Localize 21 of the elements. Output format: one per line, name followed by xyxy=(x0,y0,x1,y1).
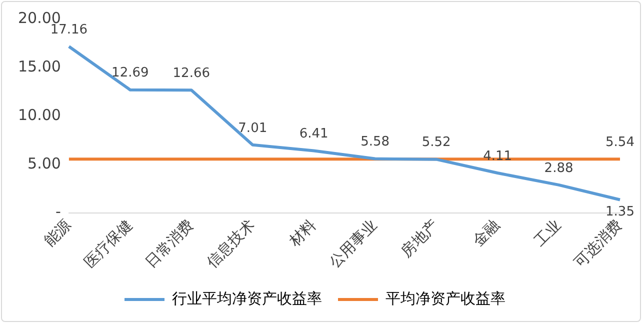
data-label: 12.69 xyxy=(112,66,149,81)
data-label: 6.41 xyxy=(299,126,328,142)
data-label: 7.01 xyxy=(238,120,268,136)
x-tick-label: 日常消费 xyxy=(142,216,197,272)
x-tick-label: 医疗保健 xyxy=(80,216,136,272)
x-tick-label: 材料 xyxy=(284,216,320,251)
y-tick-label: 15.00 xyxy=(18,57,61,76)
legend-label: 平均净资产收益率 xyxy=(386,289,506,308)
x-tick-label: 工业 xyxy=(530,216,564,250)
x-tick-label: 金融 xyxy=(469,216,504,250)
y-tick-label: 10.00 xyxy=(18,106,61,124)
data-label: 2.88 xyxy=(544,160,574,176)
data-label: 12.66 xyxy=(172,66,210,82)
x-tick-label: 房地产 xyxy=(397,216,442,261)
x-tick-label: 公用事业 xyxy=(326,216,381,272)
legend-label: 行业平均净资产收益率 xyxy=(172,289,322,308)
data-label: 5.54 xyxy=(606,135,634,150)
y-tick-label: 5.00 xyxy=(28,154,61,172)
data-label: 5.58 xyxy=(360,134,390,150)
data-label: 5.52 xyxy=(422,135,451,150)
x-tick-label: 信息技术 xyxy=(203,216,258,272)
